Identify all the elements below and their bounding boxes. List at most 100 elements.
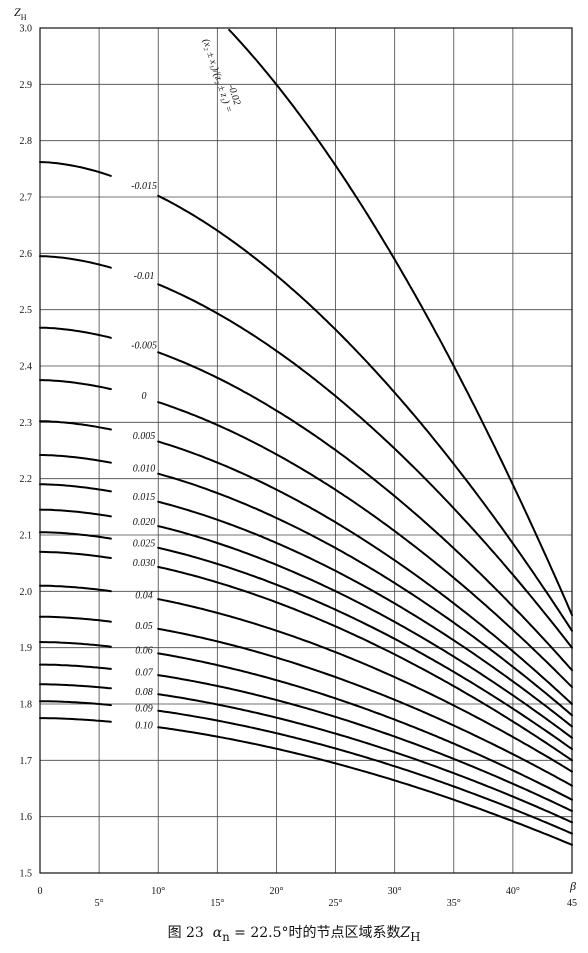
series-line-segment [157, 652, 573, 801]
series-line-segment [157, 472, 573, 717]
series-curve [39, 683, 573, 824]
series-curve [39, 508, 573, 739]
series-line-segment [157, 726, 573, 846]
series-line-segment [39, 683, 112, 690]
series-label: 0.09 [135, 704, 153, 715]
y-tick-label: 2.0 [20, 587, 33, 598]
series-line-segment [39, 326, 112, 339]
series-line-segment [39, 717, 112, 723]
x-tick-label: 10° [151, 886, 165, 897]
series-label: -0.005 [131, 340, 157, 351]
series-curve [228, 28, 573, 616]
series-curve [39, 550, 573, 762]
series-line-segment [39, 641, 112, 648]
series-label: -0.01 [134, 271, 155, 282]
x-tick-label: 25° [329, 898, 343, 909]
series-label: 0.07 [135, 668, 154, 679]
y-tick-label: 1.7 [20, 756, 33, 767]
y-tick-label: 2.8 [20, 136, 33, 147]
series-label: 0.005 [133, 431, 156, 442]
caption-middle: = 22.5°时的节点区域系数 [229, 925, 401, 941]
x-tick-label: 0 [38, 886, 43, 897]
caption-z: Z [400, 925, 411, 941]
y-tick-label: 2.4 [20, 362, 33, 373]
series-curve [39, 531, 573, 751]
caption-symbol-sub: n [222, 929, 230, 944]
series-curve [39, 420, 573, 705]
series-line-segment [157, 709, 573, 835]
series-label: 0 [142, 391, 147, 402]
x-tick-label: 45 [567, 898, 577, 909]
series-curve [39, 379, 573, 689]
series-label: 0.025 [133, 539, 156, 550]
series-line-segment [39, 531, 112, 540]
series-curve [39, 454, 573, 717]
series-label: 0.08 [135, 687, 153, 698]
caption-prefix: 图 23 [167, 925, 204, 941]
y-tick-label: 1.6 [20, 812, 33, 823]
y-tick-label: 3.0 [20, 24, 33, 35]
series-curve [39, 717, 573, 846]
y-tick-label: 2.9 [20, 80, 33, 91]
series-curve [39, 700, 573, 835]
series-line-segment [157, 674, 573, 812]
series-label: 0.05 [135, 621, 153, 632]
series-label: 0.015 [133, 492, 156, 503]
series-curve [39, 663, 573, 812]
series-line-segment [39, 483, 112, 493]
series-line-segment [39, 379, 112, 391]
series-label: 0.04 [135, 591, 153, 602]
caption-symbol: α [212, 925, 223, 941]
series-label: 0.010 [133, 464, 156, 475]
series-line-segment [39, 508, 112, 518]
tick-layer: 0 5° 10° 15° 20° 25° 30° 35° 40° 45 1.5 1.6 1.7 1.8 1.… [20, 24, 578, 910]
series-label: -0.015 [131, 181, 157, 192]
y-tick-label: 2.1 [20, 531, 33, 542]
series-line-segment [39, 550, 112, 559]
x-tick-label: 30° [388, 886, 402, 897]
series-line-segment [157, 401, 573, 689]
series-label: 0.030 [133, 558, 156, 569]
series-curve [39, 161, 573, 632]
figure-caption: 图 23 αn = 22.5°时的节点区域系数ZH [0, 922, 588, 944]
series-line-segment [39, 700, 112, 707]
series-curve [39, 584, 573, 773]
series-curve [39, 483, 573, 728]
y-tick-label: 2.6 [20, 249, 33, 260]
series-line-segment [39, 615, 112, 623]
series-line-segment [157, 693, 573, 824]
series-line-segment [39, 161, 112, 177]
y-tick-label: 2.2 [20, 474, 33, 485]
y-tick-label: 1.9 [20, 643, 33, 654]
series-line-segment [157, 440, 573, 705]
y-tick-label: 2.7 [20, 193, 33, 204]
series-line-segment [157, 546, 573, 751]
y-tick-label: 2.3 [20, 418, 33, 429]
series-line-segment [39, 454, 112, 464]
series-curve [39, 641, 573, 801]
series-line-segment [157, 598, 573, 773]
y-tick-label: 1.5 [20, 869, 33, 880]
series-line-segment [39, 255, 112, 269]
series-label: 0.020 [133, 517, 156, 528]
series-line-segment [157, 627, 573, 787]
x-tick-label: 20° [269, 886, 283, 897]
curve-layer [39, 28, 573, 846]
series-line-segment [39, 584, 112, 593]
series-curve [39, 255, 573, 649]
series-line-segment [157, 500, 573, 728]
y-tick-label: 2.5 [20, 305, 33, 316]
x-tick-label: 5° [95, 898, 104, 909]
series-line-segment [39, 663, 112, 670]
series-line-segment [157, 351, 573, 672]
plot-frame [39, 27, 573, 874]
series-line-segment [39, 420, 112, 431]
x-axis-title: β [569, 879, 576, 893]
series-line-segment [228, 28, 573, 616]
series-curve [39, 326, 573, 672]
x-tick-label: 40° [506, 886, 520, 897]
series-curve [39, 615, 573, 787]
series-label: 0.10 [135, 720, 153, 731]
grid-layer [39, 27, 573, 874]
